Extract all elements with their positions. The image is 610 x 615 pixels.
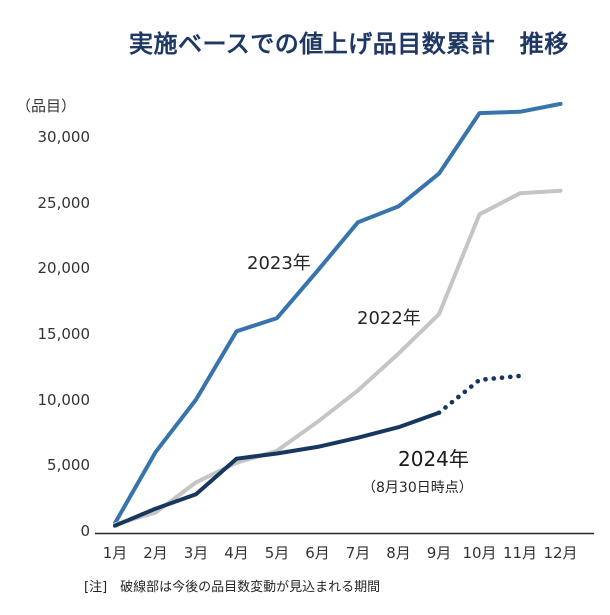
y-tick-20000: 20,000 (37, 259, 91, 278)
footnote: [注] 破線部は今後の品目数変動が見込まれる期間 (84, 580, 381, 595)
series-label-2023: 2023年 (247, 253, 311, 274)
y-tick-25000: 25,000 (37, 193, 91, 212)
x-tick-4: 4月 (224, 544, 249, 562)
chart-title: 実施ベースでの値上げ品目数累計 推移 (129, 30, 569, 58)
x-tick-11: 11月 (502, 544, 538, 562)
y-tick-10000: 10,000 (37, 390, 91, 409)
x-tick-1: 1月 (102, 544, 128, 562)
series-line-2022年 (113, 188, 563, 527)
y-tick-30000: 30,000 (37, 127, 91, 146)
x-tick-9: 9月 (426, 544, 452, 562)
series-line-2023年 (113, 101, 563, 526)
x-tick-10: 10月 (462, 544, 497, 562)
series-label-2024: 2024年 (398, 447, 469, 471)
y-axis-tick-labels: 0 5,000 10,000 15,000 20,000 25,000 30,000 (0, 0, 91, 615)
y-tick-15000: 15,000 (37, 324, 91, 343)
x-tick-6: 6月 (305, 544, 330, 562)
y-tick-5000: 5,000 (47, 456, 90, 475)
x-tick-2: 2月 (143, 544, 168, 562)
x-tick-7: 7月 (345, 544, 371, 562)
y-axis-unit-label: （品目） (16, 97, 77, 115)
series-label-2024-asof: （8月30日時点） (362, 480, 473, 496)
series-label-2022: 2022年 (357, 308, 421, 329)
y-tick-0: 0 (80, 522, 90, 540)
x-tick-8: 8月 (386, 544, 411, 562)
series-line-2024年-solid (113, 410, 441, 528)
x-axis-tick-labels: 1月 2月 3月 4月 5月 6月 7月 8月 9月 10月 11月 12月 (0, 542, 610, 562)
x-tick-12: 12月 (543, 544, 578, 562)
x-tick-5: 5月 (264, 544, 290, 562)
x-tick-3: 3月 (183, 544, 209, 562)
series-line-2024年-dotted (436, 373, 523, 416)
